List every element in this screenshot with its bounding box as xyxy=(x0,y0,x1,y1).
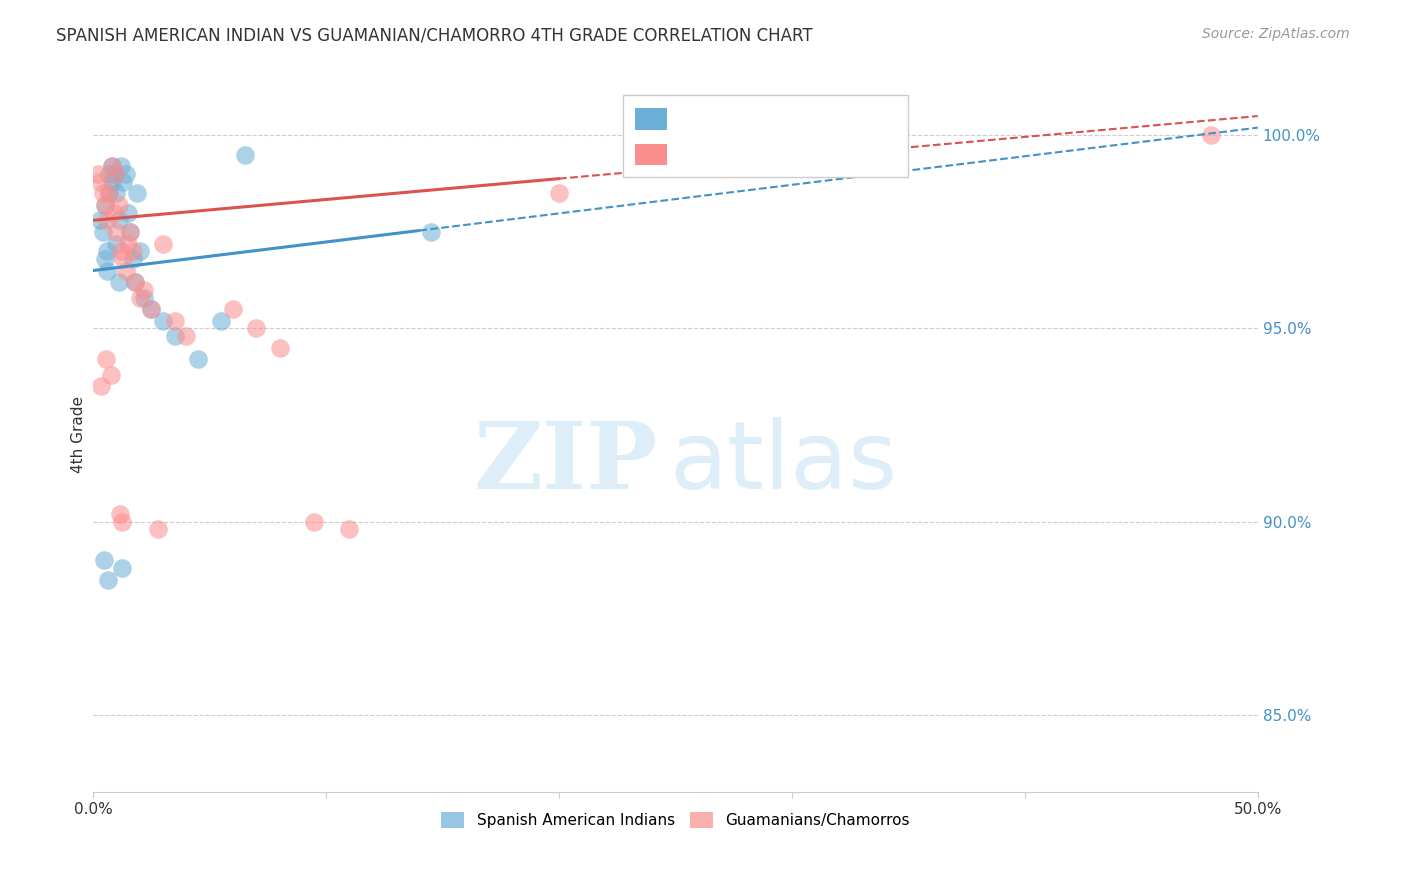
Point xyxy=(103,205,125,219)
Point xyxy=(112,175,135,189)
Point xyxy=(94,198,117,212)
Point xyxy=(548,186,571,201)
Point xyxy=(127,186,149,201)
Point xyxy=(233,147,256,161)
Text: atlas: atlas xyxy=(669,417,898,509)
Text: R = 0.056: R = 0.056 xyxy=(679,109,778,128)
Point xyxy=(222,302,245,317)
Point xyxy=(105,167,128,181)
Legend: Spanish American Indians, Guamanians/Chamorros: Spanish American Indians, Guamanians/Cha… xyxy=(436,806,915,834)
Point xyxy=(148,522,170,536)
Y-axis label: 4th Grade: 4th Grade xyxy=(72,396,86,473)
Point xyxy=(112,252,135,266)
Point xyxy=(90,379,112,393)
Point xyxy=(98,186,121,201)
Point xyxy=(108,507,131,521)
Point xyxy=(91,186,114,201)
Point xyxy=(94,252,117,266)
Point xyxy=(98,186,121,201)
Point xyxy=(114,167,136,181)
Point xyxy=(107,213,129,227)
Point xyxy=(91,225,114,239)
Point xyxy=(107,275,129,289)
Point xyxy=(134,291,156,305)
Point xyxy=(128,291,150,305)
Point xyxy=(245,321,267,335)
Point xyxy=(141,302,163,317)
Point xyxy=(419,225,441,239)
Point xyxy=(141,302,163,317)
Point xyxy=(120,225,142,239)
Point xyxy=(152,236,174,251)
Point xyxy=(101,159,124,173)
Point xyxy=(114,263,136,277)
Point xyxy=(110,159,132,173)
Point xyxy=(124,275,146,289)
Point xyxy=(96,244,118,259)
Point xyxy=(87,167,110,181)
Point xyxy=(187,352,209,367)
Point xyxy=(176,329,198,343)
Point xyxy=(124,275,146,289)
Point xyxy=(101,159,124,173)
Point xyxy=(105,236,128,251)
Point xyxy=(152,314,174,328)
Bar xyxy=(634,144,668,165)
Point xyxy=(105,186,128,201)
Point xyxy=(1199,128,1222,143)
Point xyxy=(98,167,121,181)
Point xyxy=(163,314,186,328)
Point xyxy=(117,236,139,251)
Point xyxy=(103,167,125,181)
Point xyxy=(97,573,120,587)
Point xyxy=(101,175,124,189)
Text: ZIP: ZIP xyxy=(474,418,658,508)
Point xyxy=(105,225,128,239)
Point xyxy=(93,553,115,567)
Point xyxy=(111,561,134,575)
Point xyxy=(120,225,142,239)
Text: Source: ZipAtlas.com: Source: ZipAtlas.com xyxy=(1202,27,1350,41)
Point xyxy=(339,522,361,536)
Point xyxy=(110,244,132,259)
Point xyxy=(121,244,143,259)
Point xyxy=(269,341,291,355)
Text: SPANISH AMERICAN INDIAN VS GUAMANIAN/CHAMORRO 4TH GRADE CORRELATION CHART: SPANISH AMERICAN INDIAN VS GUAMANIAN/CHA… xyxy=(56,27,813,45)
Text: N = 35: N = 35 xyxy=(804,109,872,128)
Point xyxy=(94,352,117,367)
Bar xyxy=(634,108,668,129)
Point xyxy=(107,198,129,212)
Point xyxy=(100,368,122,382)
Text: R = 0.106: R = 0.106 xyxy=(679,145,778,163)
Point xyxy=(128,244,150,259)
Point xyxy=(89,213,111,227)
Point xyxy=(117,205,139,219)
Point xyxy=(304,515,326,529)
Point xyxy=(94,198,117,212)
Text: N = 37: N = 37 xyxy=(804,145,872,163)
Point xyxy=(121,252,143,266)
Point xyxy=(209,314,232,328)
Point xyxy=(96,263,118,277)
Point xyxy=(134,283,156,297)
Point xyxy=(89,175,111,189)
Point xyxy=(96,213,118,227)
FancyBboxPatch shape xyxy=(623,95,908,178)
Point xyxy=(111,515,134,529)
Point xyxy=(163,329,186,343)
